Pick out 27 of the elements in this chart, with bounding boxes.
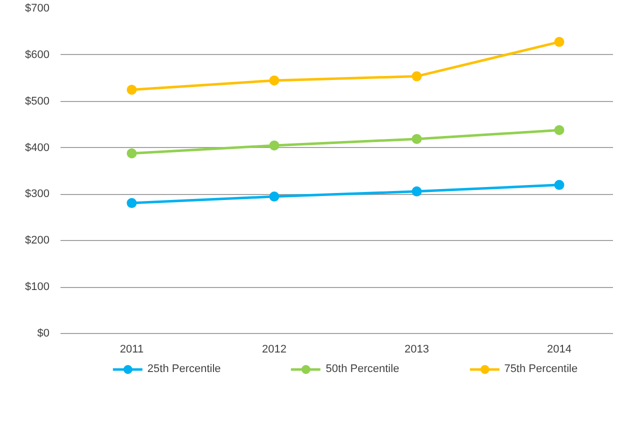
x-tick-label: 2011 [120, 344, 144, 356]
legend-label: 75th Percentile [504, 363, 578, 375]
y-tick-label: $600 [25, 48, 50, 61]
y-tick-label: $500 [25, 95, 50, 108]
point [412, 134, 422, 144]
x-tick-label: 2012 [262, 344, 286, 356]
point [412, 186, 422, 196]
point [412, 71, 422, 82]
x-tick-label: 2013 [404, 344, 429, 356]
legend-label: 50th Percentile [326, 363, 400, 375]
point [554, 36, 564, 47]
point [126, 198, 137, 208]
point [269, 75, 280, 86]
point [269, 192, 280, 202]
point [126, 84, 137, 95]
y-tick-label: $200 [25, 234, 50, 247]
y-tick-label: $700 [25, 2, 50, 14]
point [554, 180, 564, 190]
y-tick-label: $400 [25, 142, 50, 154]
point [126, 148, 137, 158]
legend-label: 25th Percentile [147, 363, 221, 375]
point [269, 140, 280, 150]
y-tick-label: $0 [37, 328, 50, 340]
x-tick-label: 2014 [547, 344, 572, 356]
point [554, 125, 564, 136]
y-tick-label: $300 [25, 188, 50, 200]
y-tick-label: $100 [25, 281, 50, 294]
